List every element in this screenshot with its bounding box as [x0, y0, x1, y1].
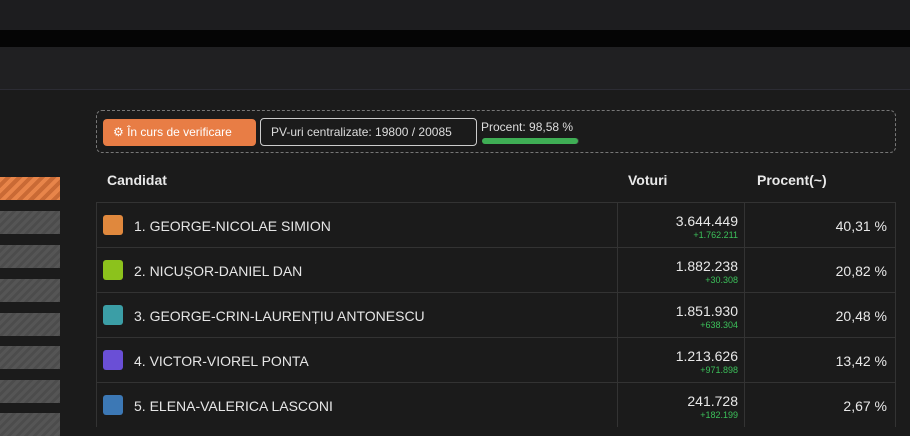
candidate-row: 5. ELENA-VALERICA LASCONI 241.728 +182.199… [96, 382, 896, 427]
sidebar-bar [0, 211, 60, 234]
votes: 241.728 [687, 393, 738, 409]
header-voturi: Voturi [628, 172, 668, 188]
candidate-name: 2. NICUȘOR-DANIEL DAN [134, 263, 303, 279]
percent: 2,67 % [843, 398, 887, 414]
progress-track [482, 138, 579, 144]
progress-fill [482, 138, 578, 144]
candidate-row: 3. GEORGE-CRIN-LAURENȚIU ANTONESCU 1.851.… [96, 292, 896, 337]
votes-delta: +638.304 [700, 320, 738, 330]
sidebar-bar [0, 245, 60, 268]
percent: 20,48 % [835, 308, 887, 324]
status-badge[interactable]: ⚙ În curs de verificare [103, 119, 256, 146]
color-swatch [103, 215, 123, 235]
votes: 1.213.626 [675, 348, 738, 364]
header-procent: Procent(~) [757, 172, 827, 188]
percent-label: Procent: 98,58 % [481, 120, 574, 134]
sidebar-bar [0, 413, 60, 436]
votes-cell: 3.644.449 +1.762.211 [617, 203, 745, 247]
sidebar-bar [0, 177, 60, 200]
color-swatch [103, 350, 123, 370]
nav-band [0, 47, 910, 90]
candidate-name: 5. ELENA-VALERICA LASCONI [134, 398, 333, 414]
candidate-name: 4. VICTOR-VIOREL PONTA [134, 353, 309, 369]
votes: 3.644.449 [675, 213, 738, 229]
votes-cell: 241.728 +182.199 [617, 383, 745, 427]
votes-cell: 1.851.930 +638.304 [617, 293, 745, 337]
sidebar-bar [0, 279, 60, 302]
color-swatch [103, 305, 123, 325]
sidebar-bar [0, 346, 60, 369]
percent: 40,31 % [835, 218, 887, 234]
votes: 1.851.930 [675, 303, 738, 319]
percent: 20,82 % [835, 263, 887, 279]
strip [0, 30, 910, 47]
color-swatch [103, 260, 123, 280]
votes-delta: +182.199 [700, 410, 738, 420]
candidate-row: 2. NICUȘOR-DANIEL DAN 1.882.238 +30.308 20,… [96, 247, 896, 292]
header-candidat: Candidat [107, 172, 167, 188]
candidate-name: 1. GEORGE-NICOLAE SIMION [134, 218, 331, 234]
color-swatch [103, 395, 123, 415]
badge-text: În curs de verificare [127, 125, 232, 139]
status-box: ⚙ În curs de verificare PV-uri centraliz… [96, 110, 896, 153]
top-bar [0, 0, 910, 30]
sidebar-bar [0, 313, 60, 336]
candidate-row: 4. VICTOR-VIOREL PONTA 1.213.626 +971.898 1… [96, 337, 896, 382]
votes-delta: +30.308 [705, 275, 738, 285]
votes-cell: 1.213.626 +971.898 [617, 338, 745, 382]
pv-box: PV-uri centralizate: 19800 / 20085 [260, 118, 477, 146]
candidate-row: 1. GEORGE-NICOLAE SIMION 3.644.449 +1.762.… [96, 202, 896, 247]
sidebar-bar [0, 380, 60, 403]
votes: 1.882.238 [675, 258, 738, 274]
votes-delta: +971.898 [700, 365, 738, 375]
votes-cell: 1.882.238 +30.308 [617, 248, 745, 292]
candidate-name: 3. GEORGE-CRIN-LAURENȚIU ANTONESCU [134, 308, 425, 324]
percent: 13,42 % [835, 353, 887, 369]
pv-text: PV-uri centralizate: 19800 / 20085 [271, 125, 452, 139]
votes-delta: +1.762.211 [693, 230, 738, 240]
